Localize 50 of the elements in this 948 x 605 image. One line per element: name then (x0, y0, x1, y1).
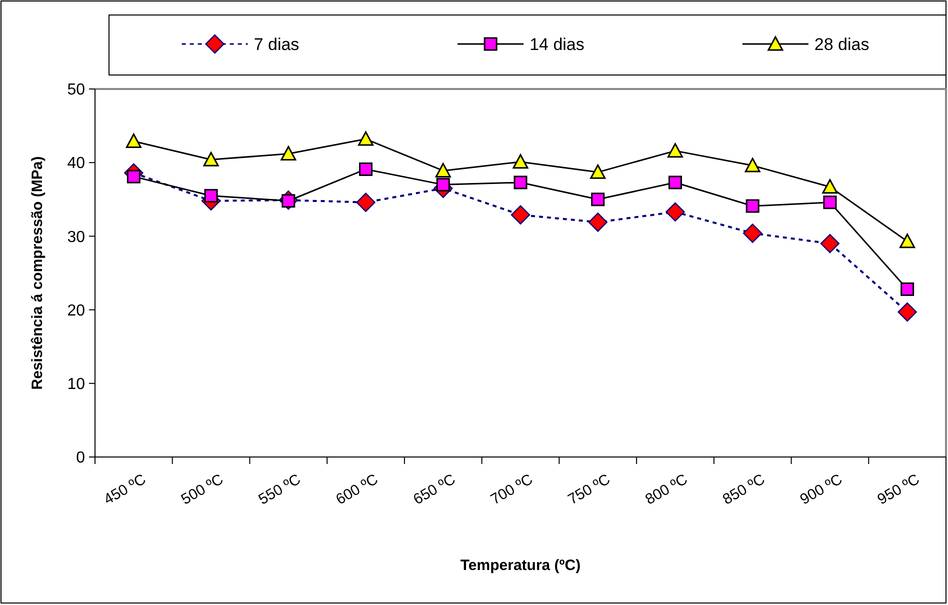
point (204, 188, 218, 202)
x-tick-label: 700 ºC (488, 470, 536, 508)
y-tick-label: 50 (67, 82, 86, 99)
point (126, 170, 140, 184)
point (900, 282, 914, 296)
point (898, 302, 917, 322)
x-tick-label: 650 ºC (410, 470, 459, 508)
point (742, 224, 762, 243)
legend-label: 28 dias (814, 35, 870, 54)
legend-label: 14 dias (530, 35, 584, 54)
y-tick-label: 10 (67, 376, 86, 393)
point (356, 192, 376, 212)
x-tick-label: 950 ºC (874, 470, 923, 508)
point (126, 134, 142, 148)
point (514, 176, 528, 190)
y-tick-label: 0 (76, 450, 86, 467)
point (358, 131, 374, 146)
point (667, 143, 683, 158)
point (435, 162, 451, 178)
y-axis-title: Resistência á compressão (MPa) (29, 156, 46, 390)
y-tick-label: 20 (67, 302, 86, 320)
x-tick-label: 900 ºC (797, 470, 846, 508)
point (746, 199, 760, 213)
x-tick-label: 600 ºC (333, 470, 382, 508)
point (510, 205, 530, 224)
point (512, 154, 528, 169)
point (823, 196, 837, 210)
point (591, 192, 605, 206)
x-tick-label: 550 ºC (256, 470, 304, 508)
point (590, 164, 606, 179)
point (820, 234, 840, 254)
x-axis-title: Temperatura (ºC) (460, 557, 581, 574)
point (203, 152, 219, 166)
x-tick-label: 750 ºC (565, 470, 614, 508)
point (436, 178, 450, 192)
point (900, 234, 916, 248)
point (280, 146, 296, 161)
x-tick-label: 450 ºC (101, 470, 150, 508)
legend-label: 7 dias (254, 35, 300, 54)
point (668, 176, 682, 190)
y-tick-label: 30 (67, 228, 86, 246)
point (359, 162, 373, 176)
y-tick-label: 40 (67, 155, 86, 172)
point (822, 179, 838, 194)
point (666, 202, 685, 222)
x-tick-label: 850 ºC (720, 470, 768, 508)
point (588, 212, 608, 232)
x-tick-label: 500 ºC (178, 470, 226, 508)
point (744, 158, 760, 172)
x-tick-label: 800 ºC (642, 470, 691, 508)
